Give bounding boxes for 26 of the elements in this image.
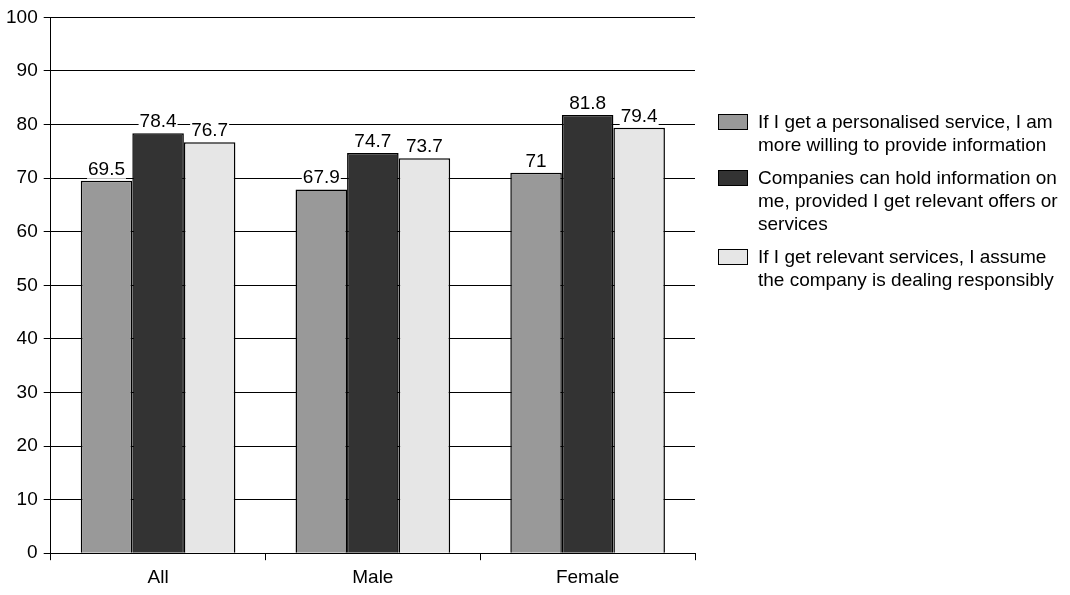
y-tick-label: 90 <box>16 59 38 81</box>
y-tick-label: 100 <box>6 5 38 27</box>
data-label: 71 <box>525 149 547 171</box>
data-label: 79.4 <box>620 104 659 126</box>
y-tick-label: 0 <box>27 541 38 563</box>
data-label: 74.7 <box>354 129 392 151</box>
data-label: 81.8 <box>569 91 607 113</box>
x-tick-label: Female <box>555 565 620 587</box>
x-tick-label: Male <box>352 565 394 587</box>
y-tick-label: 60 <box>16 219 38 241</box>
data-label: 76.7 <box>191 118 229 140</box>
data-label: 69.5 <box>88 157 126 179</box>
legend-label: If I get relevant services, I assume the company is dealing responsibly <box>758 245 1055 291</box>
x-tick-label: All <box>147 565 169 587</box>
y-tick-label: 80 <box>16 112 38 134</box>
y-tick-label: 30 <box>16 380 38 402</box>
legend-label: If I get a personalised service, I am more willing to provide information <box>758 110 1054 156</box>
data-label: 78.4 <box>139 109 177 131</box>
legend-label: Companies can hold information on me, provided I get relevant offers or services <box>758 166 1059 235</box>
data-label: 73.7 <box>405 135 443 157</box>
y-tick-label: 50 <box>16 273 38 295</box>
y-tick-label: 10 <box>16 487 38 509</box>
y-tick-label: 20 <box>16 434 38 456</box>
data-label: 67.9 <box>302 166 340 188</box>
y-tick-label: 40 <box>16 327 38 349</box>
y-tick-label: 70 <box>16 166 38 188</box>
